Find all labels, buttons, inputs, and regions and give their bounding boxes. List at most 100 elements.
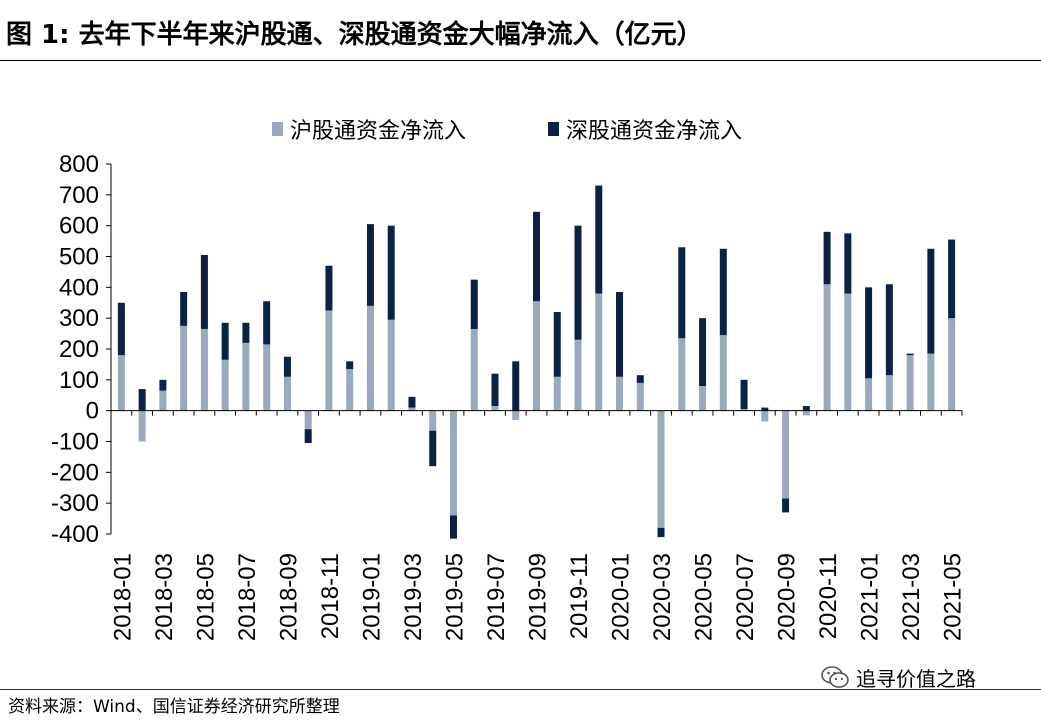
bar-sh-2020-09 [782, 410, 790, 499]
bar-sz-2020-10 [802, 406, 810, 411]
bar-sh-2019-09 [533, 301, 540, 411]
bar-sz-2018-04 [180, 291, 188, 326]
bar-sz-2020-01 [616, 291, 624, 377]
bar-sz-2018-07 [242, 322, 250, 343]
y-tick-label: 400 [59, 274, 99, 301]
x-tick-label: 2020-03 [649, 553, 676, 641]
bar-sz-2018-05 [200, 254, 208, 329]
bar-sz-2020-12 [844, 233, 852, 294]
bar-sh-2020-07 [740, 409, 748, 411]
bar-sz-2019-12 [595, 185, 603, 294]
bar-sh-2019-07 [491, 406, 499, 411]
bar-sz-2021-03 [906, 353, 914, 356]
chart-legend: 沪股通资金净流入 深股通资金净流入 [272, 119, 742, 144]
bar-sh-2021-01 [865, 378, 873, 411]
y-tick-label: 300 [59, 305, 99, 332]
legend-label-sz: 深股通资金净流入 [566, 119, 742, 144]
bar-sz-2019-10 [553, 312, 561, 377]
bar-sh-2018-03 [159, 390, 167, 411]
bar-sz-2020-09 [782, 498, 790, 513]
bar-sh-2018-07 [242, 342, 250, 411]
bar-sz-2018-09 [283, 356, 291, 377]
bar-sh-2020-01 [616, 376, 624, 411]
x-tick-label: 2019-03 [400, 553, 427, 641]
y-tick-label: -100 [51, 429, 99, 456]
bar-sz-2018-01 [117, 302, 125, 356]
bar-sh-2019-03 [408, 407, 416, 411]
wechat-watermark: 追寻价值之路 [820, 662, 976, 692]
wechat-icon [821, 666, 849, 688]
bar-sz-2019-05 [449, 515, 457, 539]
bar-sh-2020-12 [844, 293, 852, 411]
bar-sz-2021-05 [948, 239, 956, 319]
bar-sz-2018-12 [346, 361, 354, 370]
x-tick-label: 2018-05 [192, 553, 219, 641]
bar-sh-2019-04 [429, 410, 437, 431]
source-note: 资料来源：Wind、国信证券经济研究所整理 [8, 697, 340, 717]
x-tick-label: 2019-11 [566, 553, 593, 639]
bar-sh-2020-11 [823, 284, 831, 411]
bar-sh-2019-02 [387, 319, 395, 411]
x-tick-label: 2020-07 [732, 553, 759, 641]
title-bar: 图 1: 去年下半年来沪股通、深股通资金大幅净流入（亿元） [0, 0, 1041, 60]
bar-sz-2018-11 [325, 265, 333, 311]
bar-sz-2020-05 [699, 318, 707, 386]
y-tick-label: 500 [59, 244, 99, 271]
stacked-bar-chart: 沪股通资金净流入 深股通资金净流入 800 700 600 500 400 300 200 1… [51, 119, 967, 641]
bar-sz-2019-08 [512, 361, 520, 411]
bar-sh-2019-08 [512, 410, 520, 420]
x-tick-label: 2021-05 [940, 553, 967, 641]
x-tick-label: 2018-01 [109, 553, 136, 641]
bar-sz-2019-03 [408, 396, 416, 408]
bar-sz-2020-04 [678, 247, 686, 339]
bar-sh-2018-05 [200, 328, 208, 411]
bar-sh-2020-05 [699, 386, 707, 411]
bar-sh-2018-09 [283, 376, 291, 411]
x-tick-label: 2020-11 [815, 553, 842, 639]
x-tick-label: 2018-11 [317, 553, 344, 639]
x-tick-label: 2021-03 [898, 553, 925, 641]
y-tick-label: 200 [59, 336, 99, 363]
y-tick-label: 100 [59, 367, 99, 394]
bar-sz-2019-07 [491, 373, 499, 407]
bar-sh-2020-02 [636, 382, 644, 411]
bar-sh-2021-05 [948, 318, 956, 411]
bar-sz-2019-11 [574, 225, 582, 340]
x-tick-label: 2020-01 [608, 553, 635, 641]
bar-sz-2018-02 [138, 389, 146, 411]
bottom-divider [0, 689, 1041, 690]
bar-sz-2019-06 [470, 279, 478, 329]
bar-sh-2018-11 [325, 310, 333, 411]
bar-sz-2018-10 [304, 429, 312, 444]
bar-sh-2021-04 [927, 353, 935, 411]
x-tick-label: 2019-05 [441, 553, 468, 641]
legend-swatch-sh [272, 122, 283, 136]
bar-sz-2021-01 [865, 287, 873, 379]
bar-sz-2020-03 [657, 527, 665, 538]
bar-sh-2020-10 [802, 410, 810, 416]
bar-sh-2019-01 [366, 305, 374, 411]
bar-sh-2020-08 [761, 410, 769, 422]
bar-sh-2020-06 [719, 335, 727, 411]
x-tick-label: 2020-09 [774, 553, 801, 641]
y-tick-label: 0 [86, 398, 99, 425]
bar-sh-2021-03 [906, 355, 914, 411]
bar-sh-2021-02 [885, 375, 893, 411]
x-tick-label: 2018-07 [234, 553, 261, 641]
bar-sh-2018-02 [138, 410, 146, 442]
bar-sh-2019-11 [574, 339, 582, 411]
figure-title: 图 1: 去年下半年来沪股通、深股通资金大幅净流入（亿元） [6, 20, 703, 50]
legend-label-sh: 沪股通资金净流入 [290, 119, 466, 144]
title-divider [0, 60, 1041, 61]
watermark-text: 追寻价值之路 [856, 666, 976, 691]
bar-sz-2019-09 [533, 211, 540, 302]
x-tick-label: 2021-01 [857, 553, 884, 641]
bar-sh-2020-03 [657, 410, 665, 528]
bar-sh-2018-04 [180, 325, 188, 411]
bar-sz-2019-04 [429, 430, 437, 467]
bar-sz-2019-01 [366, 224, 374, 306]
bar-sz-2020-08 [761, 407, 769, 411]
bar-sz-2021-02 [885, 284, 893, 376]
bar-sh-2019-12 [595, 293, 603, 411]
bar-sh-2019-05 [449, 410, 457, 516]
